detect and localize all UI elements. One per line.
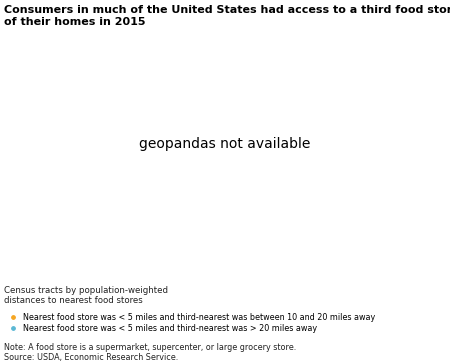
Text: Census tracts by population-weighted
distances to nearest food stores: Census tracts by population-weighted dis… bbox=[4, 286, 168, 305]
Text: Note: A food store is a supermarket, supercenter, or large grocery store.
Source: Note: A food store is a supermarket, sup… bbox=[4, 343, 297, 362]
Text: geopandas not available: geopandas not available bbox=[140, 137, 310, 151]
Text: Consumers in much of the United States had access to a third food store within 2: Consumers in much of the United States h… bbox=[4, 5, 450, 15]
Text: of their homes in 2015: of their homes in 2015 bbox=[4, 17, 146, 27]
Legend: Nearest food store was < 5 miles and third-nearest was between 10 and 20 miles a: Nearest food store was < 5 miles and thi… bbox=[9, 313, 375, 333]
